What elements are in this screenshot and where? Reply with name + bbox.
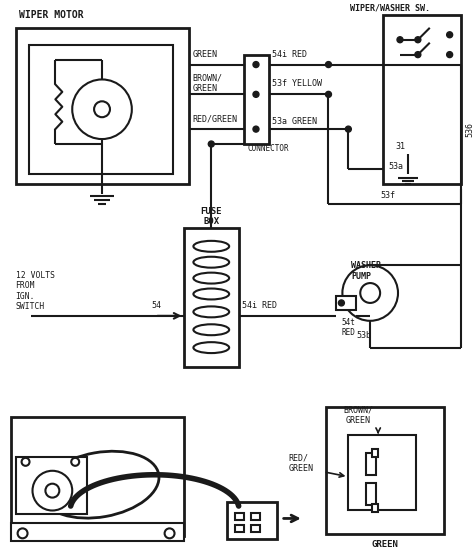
Circle shape	[326, 61, 331, 68]
Circle shape	[326, 91, 331, 97]
Circle shape	[253, 61, 259, 68]
Circle shape	[164, 528, 174, 539]
Text: FUSE
BOX: FUSE BOX	[201, 207, 222, 226]
Text: 31: 31	[395, 143, 405, 152]
Text: WASHER
PUMP: WASHER PUMP	[351, 261, 381, 281]
Circle shape	[338, 300, 345, 306]
Ellipse shape	[193, 324, 229, 335]
Text: RED/
GREEN: RED/ GREEN	[289, 453, 314, 473]
Bar	[10, 523, 184, 541]
Ellipse shape	[41, 451, 159, 518]
Text: WIPER/WASHER SW.: WIPER/WASHER SW.	[350, 3, 430, 13]
Ellipse shape	[193, 257, 229, 268]
Ellipse shape	[193, 342, 229, 353]
Circle shape	[253, 91, 259, 97]
Circle shape	[18, 528, 27, 539]
Bar	[16, 28, 190, 184]
Bar	[235, 513, 244, 520]
Circle shape	[253, 126, 259, 132]
Bar	[244, 55, 269, 144]
Bar	[366, 453, 376, 475]
Bar	[348, 435, 416, 509]
Text: WIPER MOTOR: WIPER MOTOR	[18, 10, 83, 20]
Circle shape	[72, 80, 132, 139]
Bar	[383, 15, 461, 184]
Text: GREEN: GREEN	[372, 540, 399, 549]
Bar	[28, 44, 173, 174]
Bar	[235, 525, 244, 533]
Bar	[184, 228, 239, 367]
Text: BROWN/
GREEN: BROWN/ GREEN	[343, 406, 374, 425]
Bar	[251, 525, 260, 533]
Circle shape	[208, 141, 214, 147]
Text: CONNECTOR: CONNECTOR	[247, 144, 289, 154]
Circle shape	[22, 458, 29, 466]
Text: RED/GREEN: RED/GREEN	[192, 115, 237, 124]
Circle shape	[342, 265, 398, 321]
Bar	[372, 503, 378, 512]
Text: 53a GREEN: 53a GREEN	[272, 117, 317, 126]
Ellipse shape	[193, 241, 229, 252]
Ellipse shape	[193, 273, 229, 284]
Circle shape	[397, 37, 403, 43]
Text: BROWN/
GREEN: BROWN/ GREEN	[192, 74, 222, 93]
Text: 54: 54	[152, 301, 162, 310]
Text: 53a: 53a	[388, 163, 403, 171]
Text: 53f: 53f	[380, 191, 395, 200]
Text: 536: 536	[465, 122, 474, 137]
Text: 12 VOLTS
FROM
IGN.
SWITCH: 12 VOLTS FROM IGN. SWITCH	[16, 271, 55, 311]
Circle shape	[360, 283, 380, 303]
Circle shape	[46, 484, 59, 497]
Ellipse shape	[193, 306, 229, 317]
Bar	[337, 296, 356, 310]
Bar	[227, 502, 277, 539]
Circle shape	[71, 458, 79, 466]
Bar	[16, 457, 87, 514]
Text: 53f YELLOW: 53f YELLOW	[272, 79, 322, 88]
Bar	[10, 417, 184, 536]
Bar	[366, 483, 376, 505]
Text: 53b: 53b	[356, 331, 371, 340]
Circle shape	[415, 37, 421, 43]
Ellipse shape	[193, 289, 229, 299]
Circle shape	[33, 471, 72, 511]
Bar	[251, 513, 260, 520]
Circle shape	[447, 52, 453, 58]
Circle shape	[415, 52, 421, 58]
Circle shape	[94, 102, 110, 117]
Text: 54i RED: 54i RED	[242, 301, 277, 310]
Text: 54t
RED: 54t RED	[341, 318, 356, 338]
Text: 54i RED: 54i RED	[272, 50, 307, 59]
Bar	[372, 449, 378, 457]
Text: GREEN: GREEN	[192, 50, 218, 59]
Circle shape	[447, 32, 453, 38]
Circle shape	[346, 126, 351, 132]
Bar	[327, 407, 444, 534]
